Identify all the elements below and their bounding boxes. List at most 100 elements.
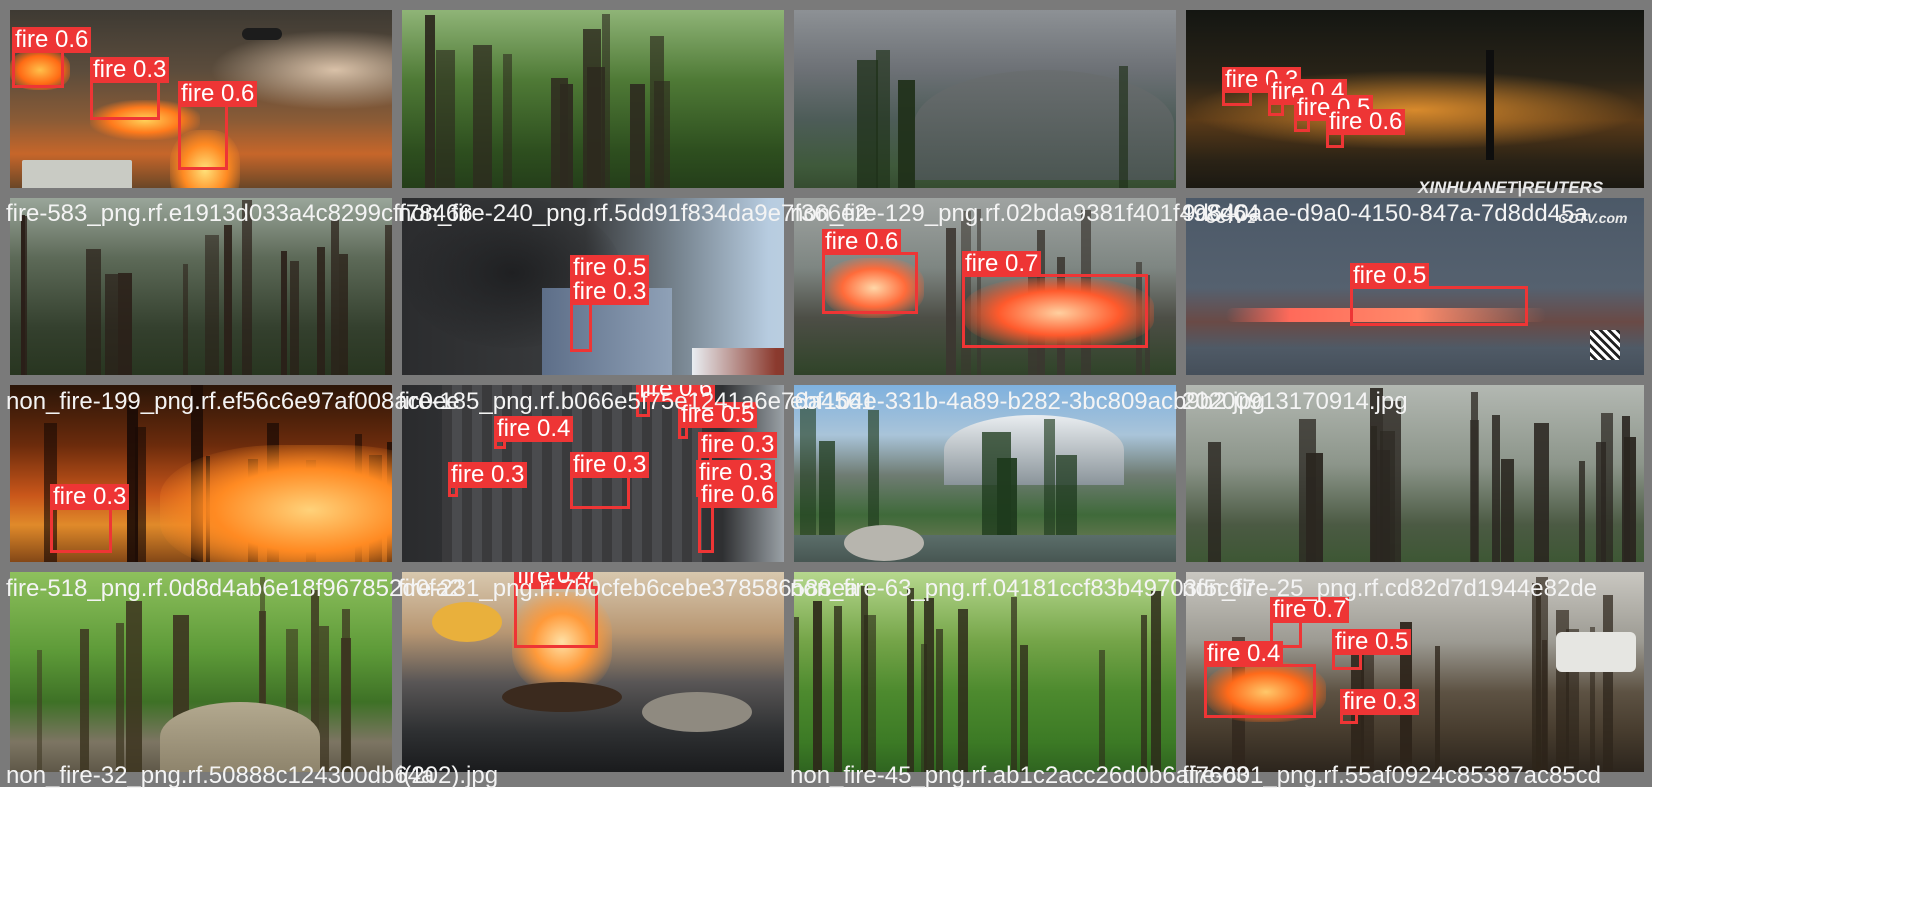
flames-shape [964, 278, 1154, 348]
fire-detection-box[interactable]: fire 0.6 [636, 385, 716, 417]
tree-trunk-shape [1624, 437, 1636, 585]
tree-trunk-shape [650, 36, 664, 210]
fire-detection-box[interactable]: fire 0.6 [178, 81, 258, 170]
fire-detection-box[interactable]: fire 0.6 [822, 229, 918, 314]
scene-image [1186, 385, 1644, 585]
tree-trunk-shape [583, 29, 601, 210]
tree-trunk-shape [331, 219, 339, 398]
fire-detection-box[interactable]: fire 0.3 [696, 460, 776, 497]
result-tile[interactable]: XINHUANET|REUTERS fire 0.3 fire 0.4 fire 0.… [1176, 0, 1652, 227]
fire-detection-box[interactable]: fire 0.3 [1222, 67, 1302, 106]
detection-label: fire 0.6 [636, 385, 716, 402]
tree-trunk-shape [105, 274, 118, 398]
result-tile[interactable]: CCTV 2 CCTV.com fire 0.5 20200913170914.jpg [1176, 188, 1652, 415]
detection-label: fire 0.3 [50, 484, 130, 510]
fire-detection-box[interactable]: fire 0.3 [50, 484, 130, 553]
mountain-shape [914, 70, 1174, 180]
detection-label: fire 0.3 [570, 279, 650, 305]
fire-detection-box[interactable]: fire 0.3 [448, 462, 528, 497]
tree-trunk-shape [319, 626, 329, 772]
fire-detection-box[interactable]: fire 0.4 [494, 416, 574, 449]
fire-detection-box[interactable]: fire 0.4 [1268, 79, 1348, 116]
result-tile[interactable]: fire 0.7 fire 0.5 fire 0.4 fire 0.3 fire-601… [1176, 562, 1652, 789]
image-filename-caption: non_fire-45_png.rf.ab1c2acc26d0b6af7603 [790, 762, 1250, 789]
tree-trunk-shape [126, 601, 142, 772]
tree-trunk-shape [425, 15, 435, 210]
image-filename-caption: fire-583_png.rf.e1913d033a4c8299cff78466 [6, 200, 473, 227]
tree-trunk-shape [183, 264, 188, 398]
tree-trunk-shape [118, 273, 132, 398]
broadcaster-watermark: XINHUANET|REUTERS [1418, 178, 1604, 197]
tree-trunk-shape [339, 254, 348, 398]
tree-trunk-shape [794, 617, 799, 772]
tree-trunk-shape [341, 638, 351, 772]
image-filename-caption: 20200913170914.jpg [1182, 388, 1408, 415]
tree-trunk-shape [857, 60, 878, 210]
tree-trunk-shape [907, 588, 914, 772]
tree-trunk-shape [1020, 645, 1028, 772]
tree-trunk-shape [127, 402, 138, 585]
dead-tree-shape [1486, 50, 1494, 160]
tree-trunk-shape [958, 609, 968, 772]
tree-trunk-shape [37, 650, 42, 772]
fire-detection-box[interactable]: fire 0.4 [1204, 641, 1316, 718]
image-filename-caption: non_fire-63_png.rf.04181ccf83b49703f5c67 [790, 575, 1256, 602]
scene-image: CCTV 2 CCTV.com fire 0.5 [1186, 198, 1644, 398]
image-filename-caption: ebf1b4e-331b-4a89-b282-3bc809acb9b2.jpg [790, 388, 1266, 415]
fire-detection-box[interactable]: fire 0.3 [570, 452, 650, 509]
tree-trunk-shape [1542, 640, 1547, 772]
image-filename-caption: 9d640aae-d9a0-4150-847a-7d8dd45a [1182, 200, 1588, 227]
tree-trunk-shape [1590, 627, 1595, 772]
tree-trunk-shape [1380, 431, 1395, 585]
tree-trunk-shape [1044, 419, 1055, 585]
fire-detection-box[interactable]: fire 0.5 [678, 402, 758, 439]
detection-label: fire 0.6 [178, 81, 258, 107]
tree-trunk-shape [116, 623, 124, 772]
tree-trunk-shape [281, 251, 287, 398]
fire-detection-box[interactable]: fire 0.7 [962, 251, 1148, 348]
scene-image: fire 0.6 fire 0.7 [794, 198, 1252, 398]
tree-trunk-shape [135, 427, 146, 585]
tree-trunk-shape [1208, 442, 1221, 585]
tree-trunk-shape [1579, 461, 1585, 585]
fire-detection-box[interactable]: fire 0.5 [1350, 263, 1528, 326]
fire-detection-box[interactable]: fire 0.5 [1332, 629, 1412, 670]
tree-trunk-shape [1011, 597, 1017, 772]
fire-detection-box[interactable]: fire 0.4 [514, 572, 598, 648]
tree-trunk-shape [1492, 415, 1500, 585]
tree-trunk-shape [1435, 646, 1440, 772]
image-filename-caption: i(202).jpg [398, 762, 499, 789]
image-filename-caption: non_fire-199_png.rf.ef56c6e97af008ac0ee [6, 388, 460, 415]
detection-label: fire 0.3 [696, 460, 776, 486]
image-filename-caption: fire-518_png.rf.0d8d4ab6e18f967852d0fa2 [6, 575, 463, 602]
result-tile[interactable]: fire 0.6 fire 0.4 fire 0.5 fire 0.3 fire 0.3… [392, 375, 868, 602]
detection-label: fire 0.4 [494, 416, 574, 442]
tree-trunk-shape [290, 261, 299, 398]
snowy-peak-shape [944, 415, 1124, 485]
flames-shape [1206, 662, 1326, 722]
fire-detection-box[interactable]: fire 0.3 [90, 57, 170, 120]
scene-image: fire 0.6 fire 0.4 fire 0.5 fire 0.3 fire 0.3… [402, 385, 860, 585]
fire-detection-box[interactable]: fire 0.6 [1326, 109, 1406, 148]
fire-detection-box[interactable]: fire 0.3 [570, 279, 650, 352]
tree-trunk-shape [1151, 591, 1161, 772]
tree-trunk-shape [259, 611, 266, 772]
tree-trunk-shape [834, 606, 842, 772]
detection-label: fire 0.4 [1204, 641, 1284, 667]
scene-image: fire 0.5 fire 0.3 [402, 198, 860, 398]
image-filename-caption: fire-601_png.rf.55af0924c85387ac85cd [1182, 762, 1601, 789]
fire-detection-box[interactable]: fire 0.7 [1270, 597, 1350, 648]
fire-detection-box[interactable]: fire 0.6 [698, 482, 778, 553]
tree-trunk-shape [1532, 583, 1541, 772]
tree-trunk-shape [924, 598, 934, 772]
tree-trunk-shape [1603, 595, 1613, 772]
fire-detection-box[interactable]: fire 0.3 [1340, 689, 1420, 724]
tree-trunk-shape [560, 84, 573, 210]
detection-label: fire 0.6 [822, 229, 902, 255]
image-filename-caption: fire-231_png.rf.7b0cfeb6cebe378586588ea [398, 575, 859, 602]
tree-trunk-shape [602, 14, 610, 210]
detection-label: fire 0.5 [678, 402, 758, 428]
fire-detection-box[interactable]: fire 0.6 [12, 27, 92, 88]
fire-detection-box[interactable]: fire 0.5 [1294, 95, 1374, 132]
